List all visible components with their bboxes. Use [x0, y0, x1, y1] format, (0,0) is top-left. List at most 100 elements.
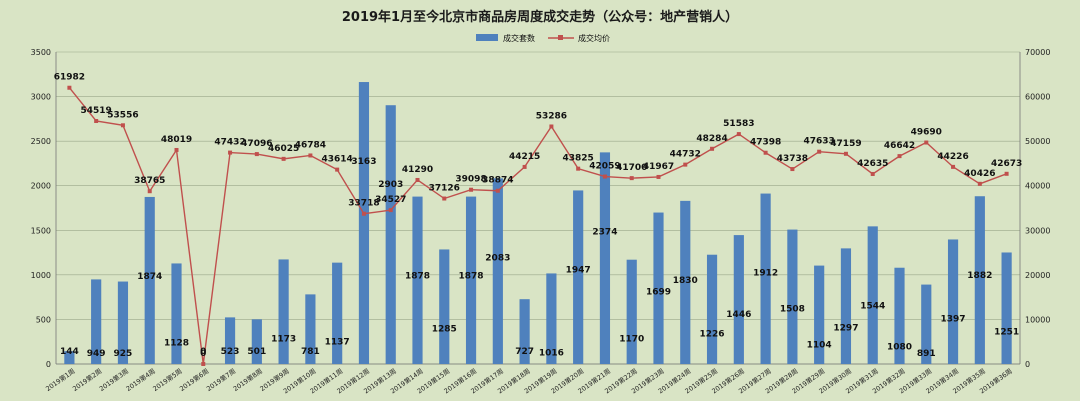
bar: [733, 235, 744, 364]
legend-label-line: 成交均价: [578, 33, 610, 43]
bar-value-label: 1878: [405, 272, 430, 282]
line-value-label: 61982: [54, 73, 85, 83]
bar: [251, 319, 262, 364]
line-point: [710, 146, 715, 151]
line-value-label: 41290: [402, 165, 433, 175]
bar: [840, 248, 852, 364]
line-value-label: 39098: [455, 175, 486, 185]
line-value-label: 53286: [536, 111, 567, 121]
line-value-label: 34527: [375, 195, 406, 205]
bar-value-label: 1882: [967, 271, 992, 281]
bar: [412, 196, 423, 364]
bar: [305, 294, 316, 364]
line-value-label: 47633: [804, 137, 835, 147]
line-value-label: 38765: [134, 176, 165, 186]
y-right-tick-label: 30000: [1025, 226, 1050, 235]
bar-value-label: 1251: [994, 327, 1019, 337]
legend-swatch-bar: [476, 34, 498, 41]
bar: [814, 265, 825, 364]
x-tick-label: 2019第8周: [231, 366, 264, 393]
chart-title: 2019年1月至今北京市商品房周度成交走势（公众号：地产营销人）: [342, 9, 738, 25]
line-point: [924, 140, 929, 145]
bar: [1001, 252, 1012, 364]
bar-value-label: 1080: [887, 343, 912, 353]
line-value-label: 46025: [268, 144, 299, 154]
bar: [760, 193, 771, 364]
bar-value-label: 1947: [566, 265, 591, 275]
price-line: [68, 87, 1007, 365]
bar: [680, 200, 691, 364]
y-left-tick-label: 500: [36, 315, 51, 324]
y-right-tick-label: 60000: [1025, 93, 1050, 102]
y-left-tick-label: 3000: [31, 93, 51, 102]
line-point: [629, 176, 634, 181]
bar: [385, 105, 396, 364]
bar: [144, 196, 155, 364]
line-point: [174, 147, 179, 152]
line-point: [67, 85, 72, 90]
bar: [465, 196, 477, 364]
bar-value-label: 523: [221, 347, 240, 357]
bar-value-label: 727: [515, 347, 534, 357]
bar-value-label: 1016: [539, 348, 564, 358]
line-point: [361, 211, 366, 216]
bar: [894, 267, 905, 364]
y-right-tick-label: 0: [1025, 360, 1030, 369]
y-right-tick-label: 70000: [1025, 48, 1050, 57]
legend: 成交套数 成交均价: [476, 33, 610, 43]
bar-value-label: 925: [114, 349, 133, 359]
bar: [974, 196, 985, 364]
bar-value-label: 1912: [753, 269, 778, 279]
line-point: [736, 132, 741, 137]
line-value-label: 44226: [937, 152, 968, 162]
x-tick-label: 2019第3周: [97, 366, 130, 393]
line-value-label: 47398: [750, 138, 781, 148]
line-point: [388, 208, 393, 213]
legend-swatch-marker: [558, 35, 563, 40]
bar-value-label: 1544: [860, 301, 885, 311]
bar-value-label: 1397: [941, 314, 966, 324]
line-value-label: 42635: [857, 159, 888, 169]
bar: [519, 299, 530, 364]
line-value-label: 51583: [723, 119, 754, 129]
bar: [64, 351, 75, 364]
bar-value-label: 1874: [137, 272, 162, 282]
line-point: [817, 149, 822, 154]
line-series: [67, 85, 1009, 366]
bar: [867, 226, 878, 364]
line-point: [897, 154, 902, 159]
bar-value-label: 1508: [780, 305, 805, 315]
line-value-label: 43738: [777, 154, 808, 164]
line-value-label: 53556: [107, 110, 138, 120]
line-value-label: 42059: [589, 162, 620, 172]
line-value-label: 46784: [295, 140, 326, 150]
legend-label-bar: 成交套数: [503, 33, 535, 43]
x-tick-label: 2019第7周: [204, 366, 237, 393]
bar-value-label: 949: [87, 349, 106, 359]
bar: [706, 254, 718, 364]
line-value-label: 41700: [616, 163, 647, 173]
line-point: [281, 156, 286, 161]
line-point: [977, 181, 982, 186]
line-point: [469, 187, 474, 192]
bar: [278, 259, 289, 364]
bar: [224, 317, 236, 364]
y-left-tick-label: 0: [46, 360, 51, 369]
bar-value-label: 2374: [592, 227, 617, 237]
line-point: [228, 150, 233, 155]
bar-value-label: 1297: [833, 323, 858, 333]
x-tick-label: 2019第1周: [44, 366, 77, 393]
line-point: [763, 150, 768, 155]
x-tick-label: 2019第4周: [124, 366, 157, 393]
bar: [117, 281, 129, 364]
line-value-label: 40426: [964, 169, 995, 179]
bar-value-label: 0: [200, 347, 206, 357]
bar: [171, 263, 182, 364]
bar: [947, 239, 959, 364]
bar-value-label: 1699: [646, 288, 671, 298]
bar: [358, 82, 370, 365]
x-tick-label: 2019第5周: [151, 366, 184, 393]
y-right-tick-label: 20000: [1025, 271, 1050, 280]
bar-value-label: 3163: [351, 157, 376, 167]
